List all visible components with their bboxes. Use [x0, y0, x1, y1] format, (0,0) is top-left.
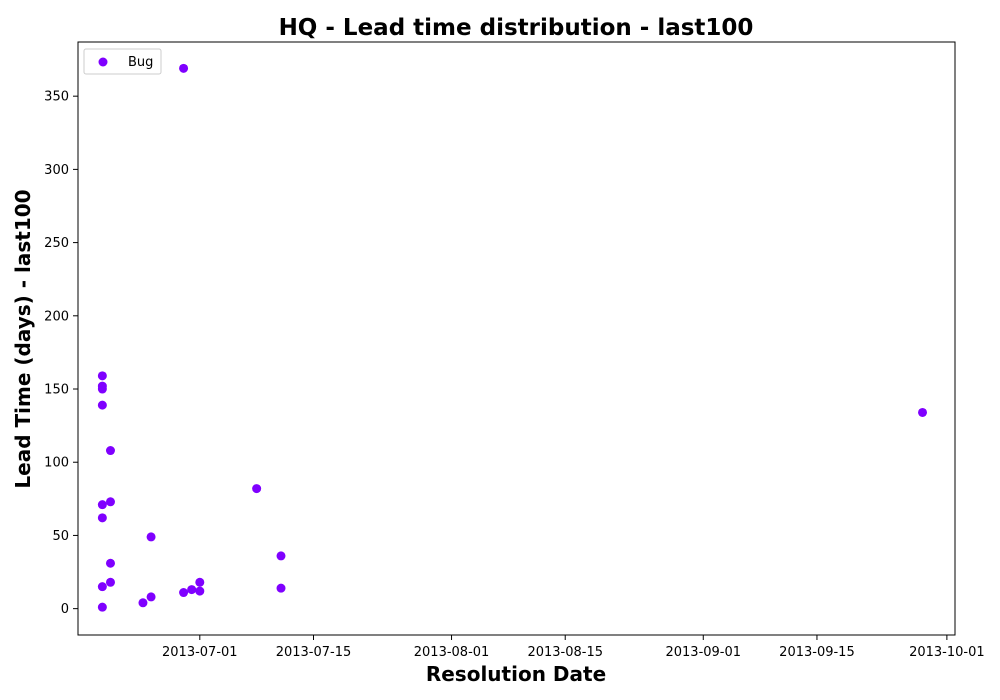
x-tick-label: 2013-09-15	[779, 645, 855, 660]
data-point	[97, 513, 107, 523]
data-point	[187, 585, 197, 595]
y-axis-label: Lead Time (days) - last100	[11, 189, 35, 488]
y-tick-label: 250	[44, 236, 69, 251]
legend-marker	[98, 57, 108, 67]
data-point	[97, 602, 107, 612]
plot-area	[77, 41, 956, 636]
data-point	[146, 592, 156, 602]
y-tick-label: 0	[61, 602, 69, 617]
data-point	[105, 497, 115, 507]
x-axis-label: Resolution Date	[426, 662, 606, 686]
data-point	[195, 577, 205, 587]
x-tick-label: 2013-08-01	[414, 645, 490, 660]
data-point	[97, 400, 107, 410]
legend: Bug	[83, 48, 162, 75]
data-point	[179, 63, 189, 73]
data-point	[97, 500, 107, 510]
y-tick-label: 100	[44, 456, 69, 471]
y-tick-label: 150	[44, 383, 69, 398]
x-tick-label: 2013-07-15	[276, 645, 352, 660]
y-tick-label: 300	[44, 163, 69, 178]
y-tick-label: 350	[44, 90, 69, 105]
data-point	[138, 598, 148, 608]
y-tick-label: 200	[44, 309, 69, 324]
data-point	[179, 588, 189, 598]
x-tick-label: 2013-09-01	[665, 645, 741, 660]
x-axis: 2013-07-01 2013-07-15 2013-08-01 2013-08-15…	[162, 635, 985, 660]
data-point	[252, 484, 262, 494]
data-point	[146, 532, 156, 542]
x-tick-label: 2013-07-01	[162, 645, 238, 660]
data-point	[276, 551, 286, 561]
chart-title: HQ - Lead time distribution - last100	[279, 15, 754, 41]
data-point	[276, 583, 286, 593]
y-tick-label: 50	[52, 529, 69, 544]
legend-box	[83, 48, 162, 75]
y-axis: 0 50 100 150 200 250 300 350	[44, 90, 78, 617]
data-point	[918, 407, 928, 417]
data-point	[97, 384, 107, 394]
data-points	[97, 63, 928, 612]
data-point	[105, 558, 115, 568]
data-point	[105, 577, 115, 587]
data-point	[97, 582, 107, 592]
legend-label: Bug	[128, 55, 153, 70]
x-tick-label: 2013-10-01	[909, 645, 985, 660]
data-point	[97, 371, 107, 381]
data-point	[105, 446, 115, 456]
data-point	[195, 586, 205, 596]
x-tick-label: 2013-08-15	[527, 645, 603, 660]
